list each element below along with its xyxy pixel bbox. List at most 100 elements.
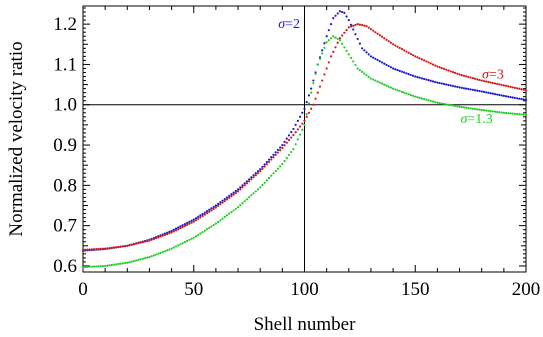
data-point [177,244,180,247]
data-point [518,87,521,90]
data-point [516,97,519,100]
data-point [427,61,430,64]
data-point [201,214,204,218]
data-point [95,265,98,268]
data-point [203,211,206,214]
data-point [498,111,501,114]
data-point [436,65,439,68]
data-point [310,91,313,94]
data-point [498,83,501,86]
data-point [219,203,222,206]
data-point [281,146,284,149]
data-point [349,25,353,28]
data-point [334,46,337,49]
data-point [511,86,514,89]
data-point [152,237,155,241]
data-point [423,59,426,62]
data-point [407,73,410,76]
data-point [447,103,450,106]
data-point [447,69,450,72]
data-point [101,264,105,268]
data-point [345,15,348,18]
data-point [352,28,355,31]
data-point [485,80,488,83]
data-point [132,259,136,263]
data-point [188,238,191,242]
data-point [296,138,299,141]
data-point [387,40,390,43]
data-point [88,248,91,251]
data-point [369,77,373,80]
data-point [285,137,288,140]
y-tick-label: 1.2 [53,14,77,35]
data-point [354,63,357,67]
data-point [259,168,262,171]
data-point [356,37,359,41]
data-point [334,36,337,39]
data-point [139,241,142,244]
y-tick-label: 1.1 [53,54,77,75]
data-point [148,239,151,242]
data-point [307,111,311,114]
data-point [197,233,200,237]
data-point [363,72,366,75]
data-point [378,34,381,37]
data-point [400,90,404,93]
data-point [170,231,173,234]
data-point [365,51,368,54]
data-point [440,102,443,105]
data-point [385,84,388,87]
data-point [396,89,399,92]
data-point [425,98,428,101]
data-point [478,78,481,82]
data-point [489,92,492,95]
data-point [241,184,244,187]
data-point [374,79,377,82]
data-point [358,69,361,72]
data-point [329,23,333,26]
data-point [179,227,182,230]
data-point [321,49,324,52]
data-point [84,248,87,251]
data-point [369,28,373,31]
data-point [398,69,401,72]
data-point [516,87,519,90]
data-point [239,204,242,207]
data-point [225,214,229,217]
data-point [298,115,302,118]
data-point [316,63,319,66]
data-point [509,85,512,88]
data-point [398,89,401,93]
data-point [423,98,426,101]
data-point [250,178,253,181]
data-point [243,184,246,187]
data-point [290,150,293,154]
y-tick-label: 0.9 [53,135,77,156]
data-point [121,245,124,248]
series-labels: σ=2 σ=3 σ=1.3 [278,17,504,127]
data-point [400,70,404,73]
data-point [349,23,353,26]
data-point [378,60,381,63]
data-point [400,48,404,51]
data-point [287,139,291,142]
data-point [301,128,304,131]
data-point [221,217,224,220]
data-point [325,67,328,70]
data-point [168,232,171,235]
data-point [305,100,308,104]
data-point [458,105,461,108]
data-point [524,113,528,116]
data-point [296,119,299,122]
data-point [507,95,510,98]
data-point [261,167,264,171]
data-point [332,50,335,53]
data-point [376,80,379,83]
data-point [389,66,392,69]
data-point [392,67,395,70]
data-point [110,263,113,267]
data-point [201,212,204,216]
data-point [425,60,428,63]
data-point [482,109,486,112]
